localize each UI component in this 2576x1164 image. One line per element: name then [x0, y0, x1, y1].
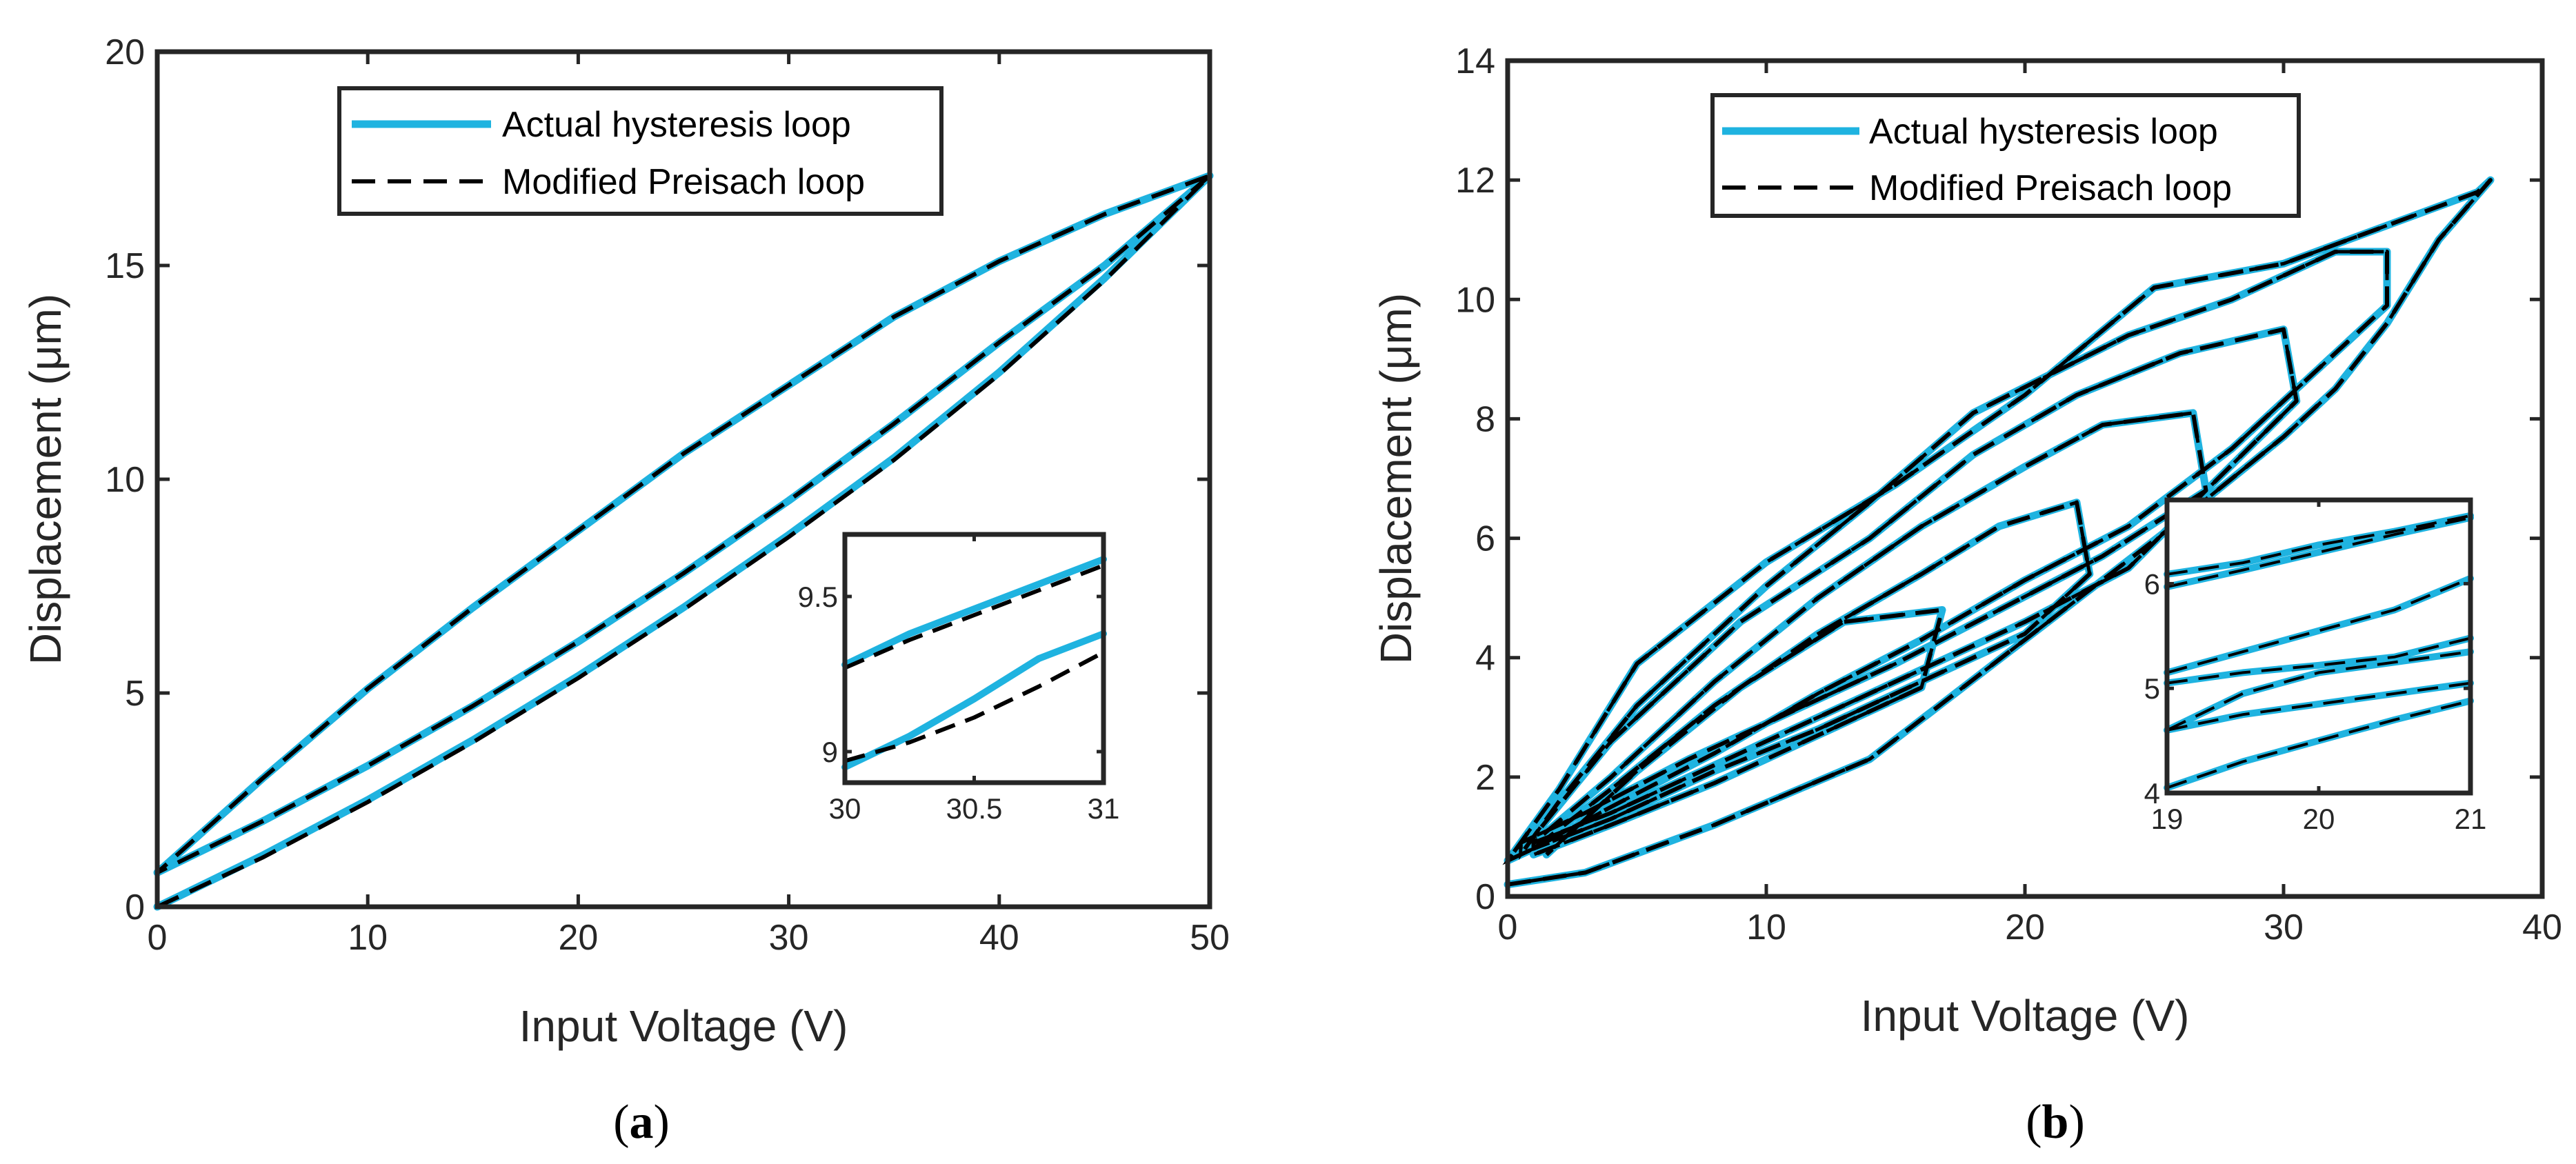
- inset-frame-a: [842, 532, 1106, 785]
- axes-frame-b: [1505, 58, 2545, 899]
- x-tick-label-a-2: 20: [558, 918, 598, 958]
- y-tick-label-a-1: 5: [125, 674, 145, 714]
- caption-a: (a): [613, 1096, 670, 1149]
- legend-model-label-a: Modified Preisach loop: [502, 162, 865, 202]
- ticks-group-b: 0 10 20 30 40 0 2 4 6 8 10 12 14: [1455, 41, 2562, 947]
- y-tick-label-a-4: 20: [105, 32, 145, 72]
- inset-series-model-overlay-b-1: [2166, 514, 2471, 576]
- y-tick-label-b-5: 10: [1455, 280, 1495, 320]
- legend-actual-label-b: Actual hysteresis loop: [1869, 112, 2218, 152]
- inset-frame-b: [2164, 497, 2473, 796]
- y-tick-label-b-3: 6: [1475, 519, 1495, 559]
- inset-y-tick-label-b-0: 4: [2144, 777, 2160, 810]
- inset-x-tick-label-b-1: 20: [2303, 803, 2335, 835]
- inset-x-tick-label-b-2: 21: [2455, 803, 2487, 835]
- inset-a: 30 30.5 31 9 9.5: [798, 532, 1120, 825]
- inset-series-model-line-a-1: [843, 563, 1105, 670]
- legend-b: Actual hysteresis loop Modified Preisach…: [1710, 93, 2301, 218]
- series-model-overlay-b: [1502, 179, 2492, 887]
- series-group-b: [1502, 176, 2495, 889]
- ticks-group-a: 0 10 20 30 40 50 0 5 10 15 20: [105, 32, 1230, 958]
- inset-series-group-a: [841, 556, 1107, 771]
- x-tick-label-b-3: 30: [2264, 907, 2304, 947]
- inset-x-tick-label-a-1: 30.5: [946, 792, 1003, 825]
- x-tick-label-a-0: 0: [148, 918, 168, 958]
- legend-box-a: [337, 86, 943, 216]
- y-tick-label-a-2: 10: [105, 460, 145, 500]
- y-tick-label-b-7: 14: [1455, 41, 1495, 81]
- y-tick-label-b-2: 4: [1475, 639, 1495, 679]
- x-tick-label-b-0: 0: [1498, 907, 1518, 947]
- inset-series-actual-line-a-0: [841, 556, 1107, 668]
- panel-b: 0 10 20 30 40 0 2 4 6 8 10 12 14 Actual hysteresis l…: [1371, 41, 2562, 1149]
- x-axis-title-b: Input Voltage (V): [1861, 991, 2190, 1041]
- y-tick-label-a-0: 0: [125, 887, 145, 927]
- series-model-line-a-0: [155, 173, 1212, 909]
- x-axis-title-a: Input Voltage (V): [519, 1001, 848, 1051]
- x-tick-label-a-4: 40: [979, 918, 1019, 958]
- x-tick-label-a-5: 50: [1190, 918, 1230, 958]
- panel-a: 0 10 20 30 40 50 0 5 10 15 20 Actual hysteresis lo…: [21, 32, 1230, 1149]
- inset-series-model-overlay-b-3: [2166, 636, 2471, 685]
- inset-series-model-overlay-b-4: [2166, 650, 2471, 732]
- inset-b: 19 20 21 4 5 6: [2144, 497, 2487, 835]
- y-axis-title-a: Displacement (μm): [21, 294, 70, 665]
- inset-series-model-overlay-b-0: [2166, 516, 2471, 588]
- y-tick-label-b-6: 12: [1455, 161, 1495, 201]
- x-tick-label-b-4: 40: [2522, 907, 2562, 947]
- y-tick-label-a-3: 15: [105, 246, 145, 286]
- inset-y-tick-label-a-1: 9.5: [798, 581, 838, 613]
- axes-frame-a: [154, 49, 1212, 910]
- x-tick-label-a-1: 10: [348, 918, 388, 958]
- legend-a: Actual hysteresis loop Modified Preisach…: [337, 86, 943, 216]
- caption-b: (b): [2026, 1096, 2085, 1149]
- legend-model-label-b: Modified Preisach loop: [1869, 168, 2232, 208]
- inset-y-tick-label-b-1: 5: [2144, 672, 2160, 705]
- inset-x-tick-label-b-0: 19: [2151, 803, 2184, 835]
- inset-series-model-overlay-b-2: [2166, 576, 2471, 674]
- x-tick-label-b-2: 20: [2005, 907, 2045, 947]
- inset-series-model-line-a-3: [844, 650, 1105, 763]
- inset-y-tick-label-a-0: 9: [822, 736, 838, 768]
- inset-series-group-b: [2164, 512, 2474, 792]
- y-axis-title-b: Displacement (μm): [1371, 293, 1421, 664]
- y-tick-label-b-0: 0: [1475, 877, 1495, 917]
- x-tick-label-b-1: 10: [1746, 907, 1786, 947]
- inset-y-tick-label-b-2: 6: [2144, 568, 2160, 600]
- y-tick-label-b-4: 8: [1475, 399, 1495, 439]
- series-group-a: [153, 172, 1214, 911]
- y-tick-label-b-1: 2: [1475, 758, 1495, 798]
- inset-ticks-group-b: 19 20 21 4 5 6: [2144, 500, 2487, 835]
- x-tick-label-a-3: 30: [769, 918, 809, 958]
- inset-x-tick-label-a-0: 30: [829, 792, 861, 825]
- inset-series-model-overlay-b-6: [2166, 699, 2471, 790]
- legend-box-b: [1710, 93, 2301, 218]
- inset-series-model-overlay-b-5: [2166, 681, 2471, 732]
- inset-x-tick-label-a-2: 31: [1088, 792, 1120, 825]
- legend-actual-label-a: Actual hysteresis loop: [502, 105, 851, 145]
